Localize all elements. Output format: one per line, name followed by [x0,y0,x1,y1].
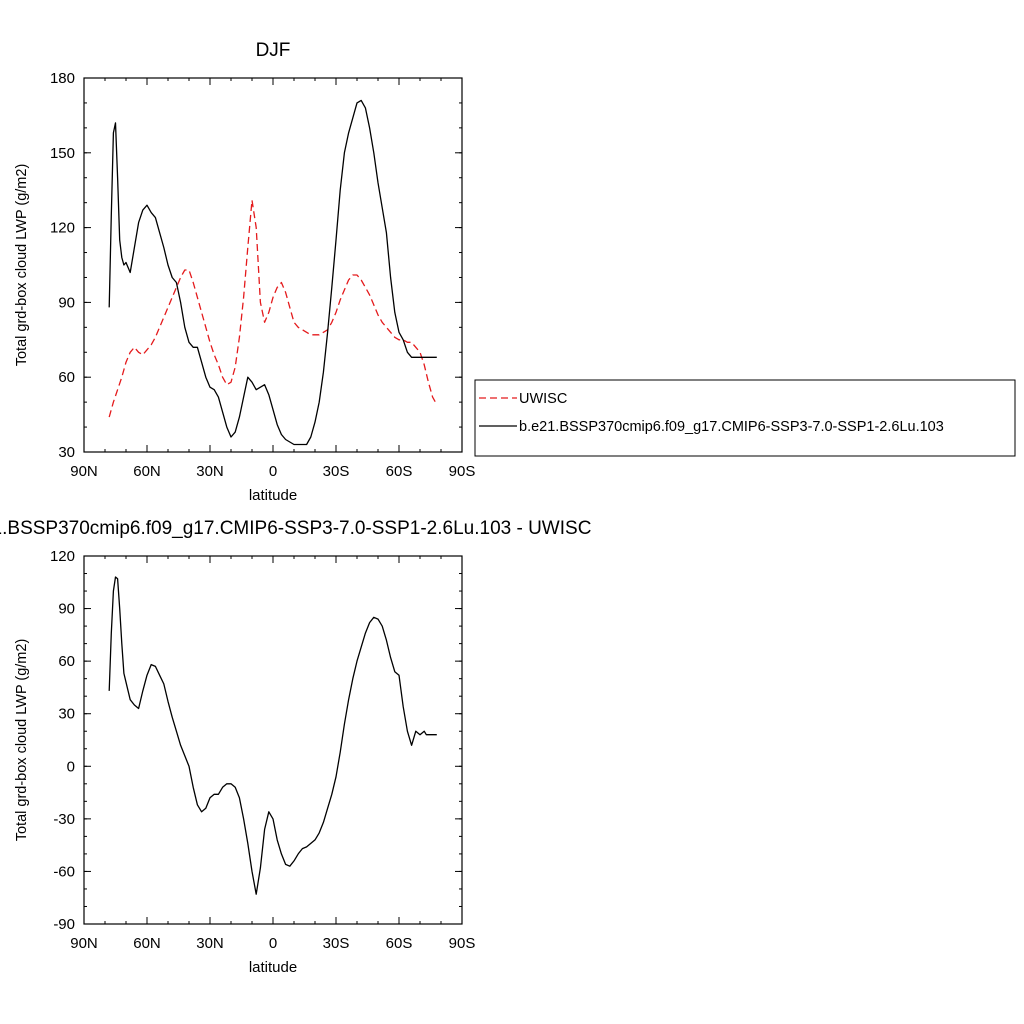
series-line-0 [108,576,437,895]
x-tick-label: 60N [133,935,161,952]
legend-box [474,379,1016,457]
y-tick-label: -30 [53,811,75,828]
y-tick-label: 90 [58,601,75,618]
x-tick-label: 0 [269,463,277,480]
y-axis-label: Total grd-box cloud LWP (g/m2) [14,639,30,842]
chart-title: b.e21.BSSP370cmip6.f09_g17.CMIP6-SSP3-7.… [0,518,591,539]
x-axis-label: latitude [249,487,297,504]
y-tick-label: 150 [50,145,75,162]
y-tick-label: 90 [58,294,75,311]
legend-label-0: UWISC [519,391,567,407]
x-tick-label: 90S [449,463,476,480]
y-tick-label: 30 [58,444,75,461]
x-tick-label: 30N [196,463,224,480]
y-tick-label: 120 [50,548,75,565]
y-tick-label: -90 [53,916,75,933]
x-tick-label: 60S [386,935,413,952]
x-tick-label: 30S [323,463,350,480]
y-tick-label: 0 [67,758,75,775]
x-tick-label: 90N [70,935,98,952]
x-tick-label: 60N [133,463,161,480]
series-line-0 [108,199,438,418]
x-tick-label: 30S [323,935,350,952]
series-line-1 [108,99,437,446]
bottom-panel-difference: b.e21.BSSP370cmip6.f09_g17.CMIP6-SSP3-7.… [0,518,591,976]
y-tick-label: 180 [50,70,75,87]
legend-label-1: b.e21.BSSP370cmip6.f09_g17.CMIP6-SSP3-7.… [519,419,944,435]
x-tick-label: 90S [449,935,476,952]
x-tick-label: 60S [386,463,413,480]
y-axis-label: Total grd-box cloud LWP (g/m2) [14,164,30,367]
chart-title: DJF [256,40,291,61]
plot-frame [83,555,463,925]
x-axis-label: latitude [249,959,297,976]
y-tick-label: 60 [58,653,75,670]
x-tick-label: 90N [70,463,98,480]
top-panel-djf: DJF 90N 60N 30N 0 30S 60S 90S 30 60 90 120 150 180 lat… [14,40,475,504]
plot-frame [83,77,463,453]
x-tick-label: 0 [269,935,277,952]
legend: UWISC b.e21.BSSP370cmip6.f09_g17.CMIP6-SS… [474,379,1016,457]
y-tick-label: 60 [58,369,75,386]
x-tick-label: 30N [196,935,224,952]
y-tick-label: 30 [58,706,75,723]
y-tick-label: 120 [50,220,75,237]
y-tick-label: -60 [53,863,75,880]
